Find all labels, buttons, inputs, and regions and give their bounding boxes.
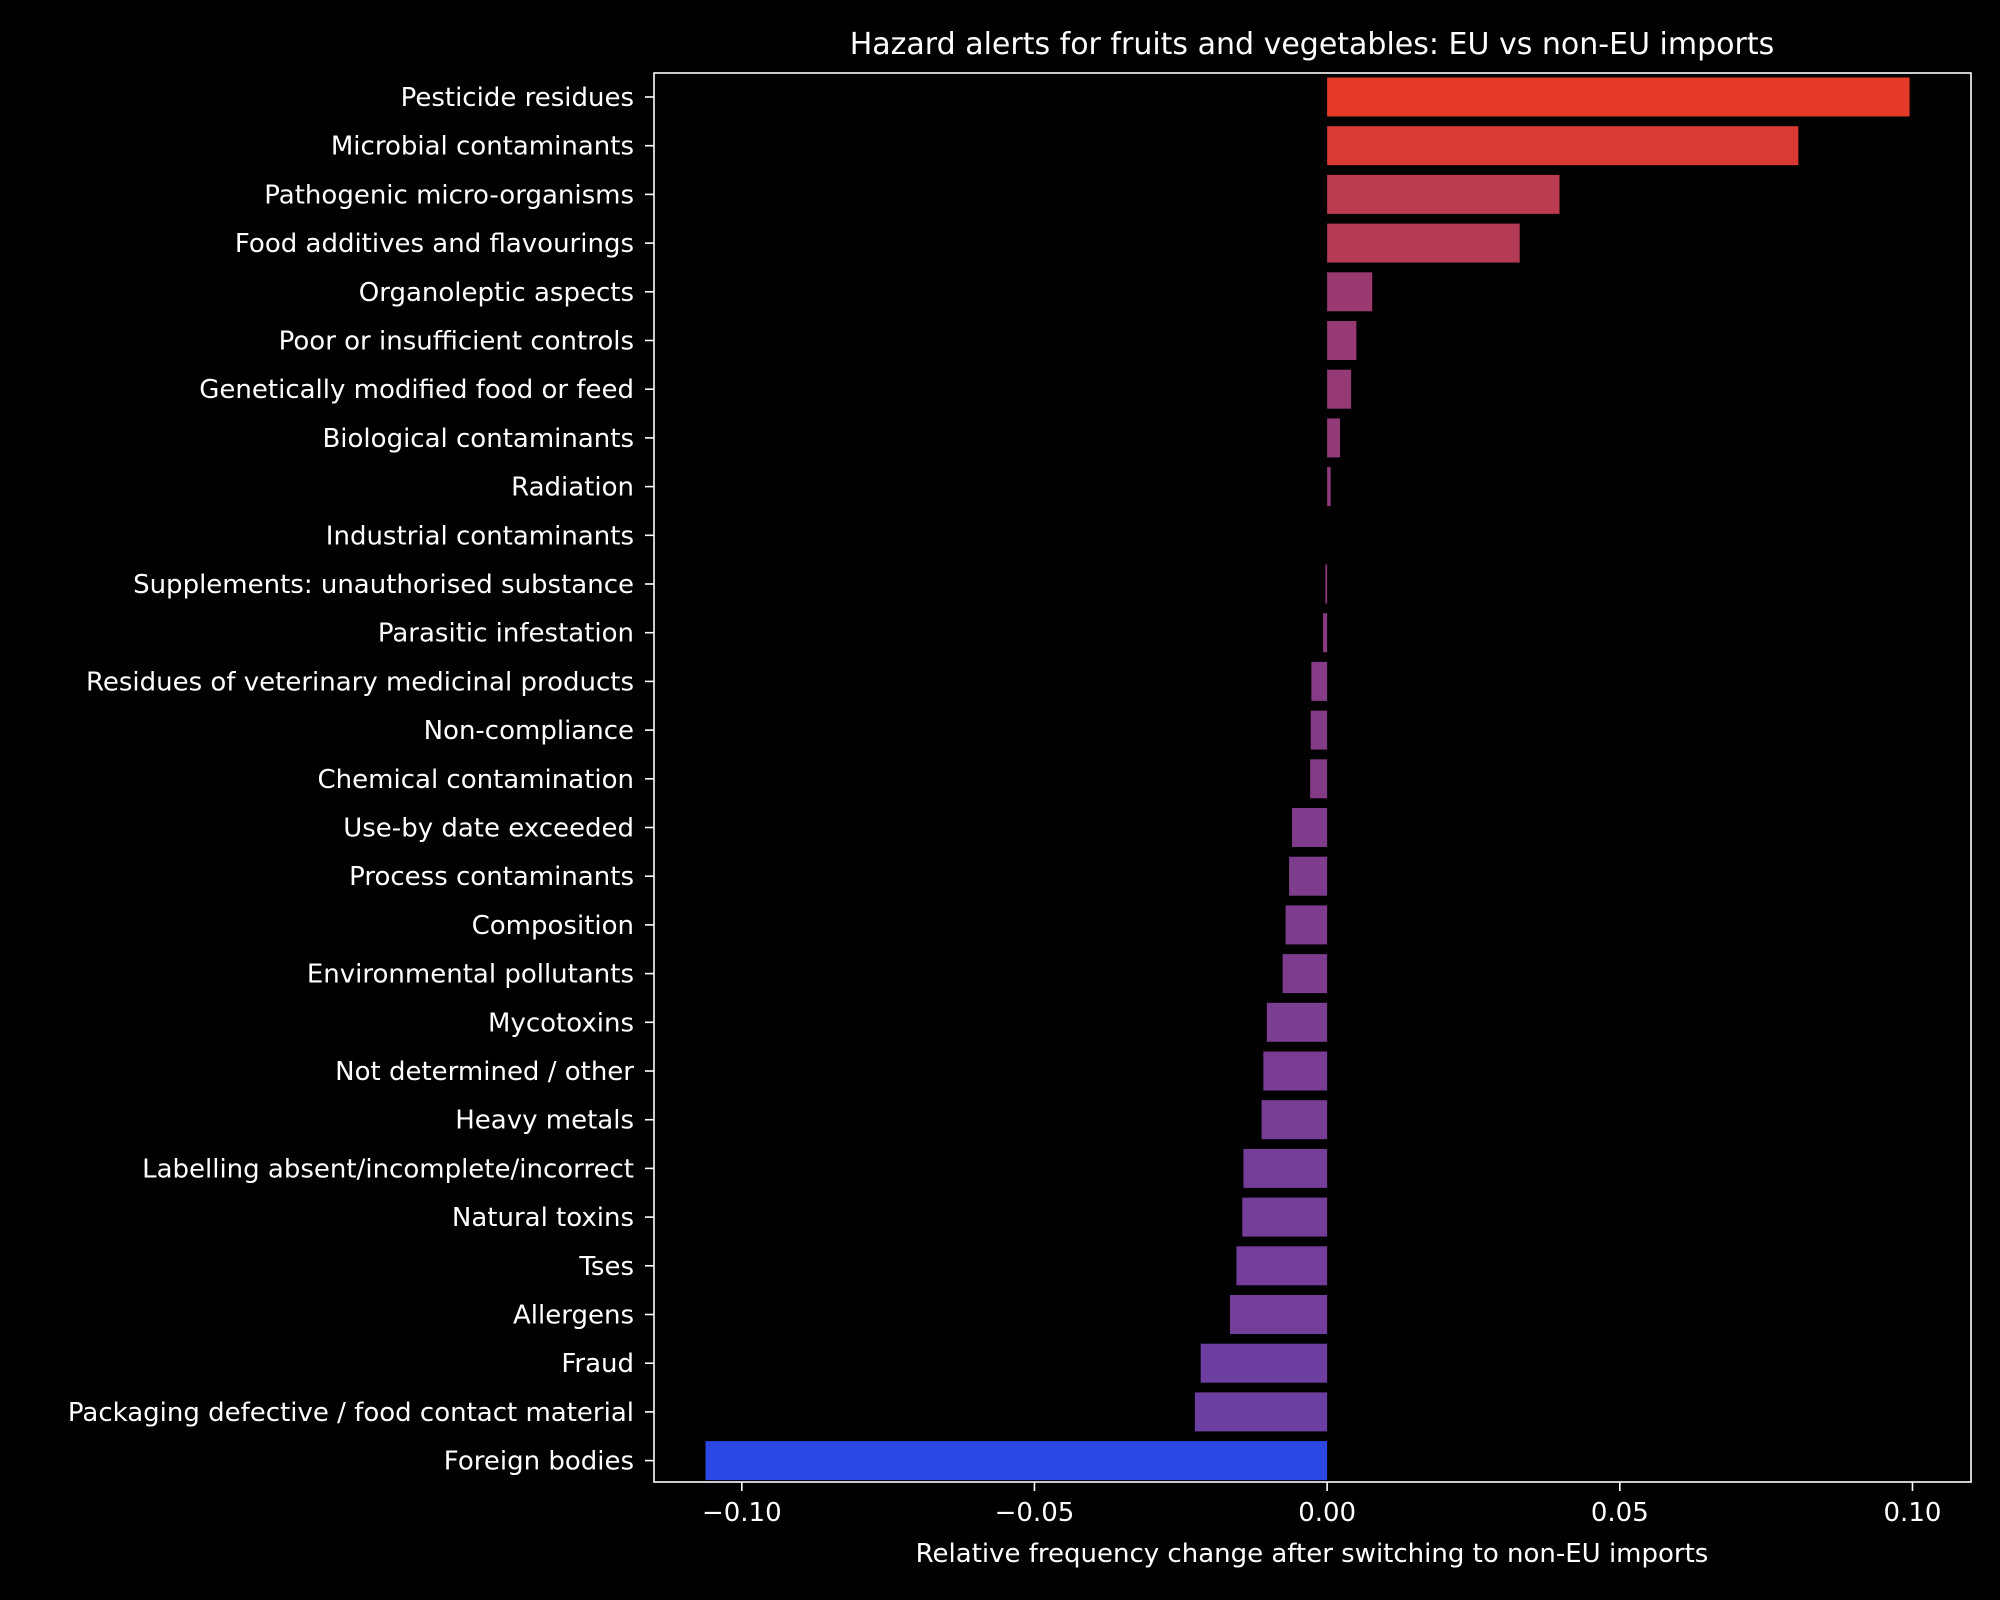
bar-composition [1285,905,1328,945]
y-tick-label-organoleptic-aspects: Organoleptic aspects [359,278,634,308]
bar-foreign-bodies [705,1441,1328,1481]
y-tick-label-supplements-unauthorised-substance: Supplements: unauthorised substance [133,570,634,600]
y-tick-label-poor-or-insufficient-controls: Poor or insufficient controls [279,327,634,357]
y-tick-label-mycotoxins: Mycotoxins [488,1008,634,1038]
bar-non-compliance [1310,710,1328,750]
chart-title: Hazard alerts for fruits and vegetables:… [850,27,1775,62]
y-tick-label-heavy-metals: Heavy metals [455,1106,634,1136]
bar-radiation [1327,467,1331,507]
y-tick-label-residues-of-veterinary-medicinal-products: Residues of veterinary medicinal product… [86,667,634,697]
y-tick-label-industrial-contaminants: Industrial contaminants [326,521,634,551]
bar-pesticide-residues [1327,77,1910,117]
bar-residues-of-veterinary-medicinal-products [1311,661,1328,701]
y-tick-label-use-by-date-exceeded: Use-by date exceeded [343,814,634,844]
y-tick-label-composition: Composition [472,911,634,941]
y-tick-label-food-additives-and-flavourings: Food additives and flavourings [235,229,634,259]
y-tick-label-genetically-modified-food-or-feed: Genetically modified food or feed [199,375,634,405]
y-tick-label-chemical-contamination: Chemical contamination [318,765,634,795]
bar-biological-contaminants [1327,418,1341,458]
x-ticks: −0.10 −0.05 0.00 0.05 0.10 [702,1482,1941,1528]
bar-supplements-unauthorised-substance [1325,564,1328,604]
bar-use-by-date-exceeded [1292,808,1328,847]
bar-not-determined-other [1263,1051,1328,1091]
bar-natural-toxins [1242,1197,1328,1237]
x-axis-label: Relative frequency change after switchin… [916,1539,1709,1569]
y-tick-label-process-contaminants: Process contaminants [349,862,634,892]
y-tick-label-labelling-absent-incomplete-incorrect: Labelling absent/incomplete/incorrect [142,1154,634,1184]
bar-food-additives-and-flavourings [1327,223,1520,263]
bar-process-contaminants [1289,856,1328,896]
y-tick-label-tses: Tses [578,1252,634,1282]
bar-environmental-pollutants [1282,954,1328,994]
x-tick-label: 0.00 [1298,1498,1356,1528]
x-tick-label: −0.05 [995,1498,1075,1528]
y-tick-label-microbial-contaminants: Microbial contaminants [331,132,634,162]
y-tick-label-pathogenic-micro-organisms: Pathogenic micro-organisms [264,180,634,210]
bar-poor-or-insufficient-controls [1327,321,1357,360]
bar-heavy-metals [1261,1100,1328,1140]
bar-chemical-contamination [1310,759,1328,799]
y-tick-label-parasitic-infestation: Parasitic infestation [378,619,634,649]
bar-organoleptic-aspects [1327,272,1373,312]
bar-packaging-defective-food-contact-material [1194,1392,1328,1432]
bar-microbial-contaminants [1327,126,1799,166]
x-tick-label: −0.10 [702,1498,782,1528]
bar-tses [1236,1246,1328,1286]
bar-mycotoxins [1266,1002,1328,1042]
bar-fraud [1200,1343,1328,1383]
y-tick-label-packaging-defective-food-contact-material: Packaging defective / food contact mater… [68,1398,634,1428]
bar-genetically-modified-food-or-feed [1327,369,1352,409]
y-tick-label-biological-contaminants: Biological contaminants [322,424,634,454]
y-tick-labels: Pesticide residues Microbial contaminants… [68,83,654,1477]
y-tick-label-allergens: Allergens [513,1301,634,1331]
y-tick-label-natural-toxins: Natural toxins [452,1203,634,1233]
x-tick-label: 0.10 [1884,1498,1942,1528]
y-tick-label-foreign-bodies: Foreign bodies [444,1447,634,1477]
bar-parasitic-infestation [1323,613,1328,653]
bar-pathogenic-micro-organisms [1327,174,1560,214]
y-tick-label-non-compliance: Non-compliance [424,716,634,746]
y-tick-label-environmental-pollutants: Environmental pollutants [307,960,634,990]
x-tick-label: 0.05 [1591,1498,1649,1528]
plot-frame [653,72,1972,1483]
y-tick-label-fraud: Fraud [561,1349,634,1379]
bars-group [705,77,1910,1481]
y-tick-label-not-determined-other: Not determined / other [335,1057,634,1087]
y-tick-label-pesticide-residues: Pesticide residues [401,83,634,113]
bar-allergens [1229,1295,1328,1334]
bar-labelling-absent-incomplete-incorrect [1243,1148,1328,1188]
y-tick-label-radiation: Radiation [511,473,634,503]
